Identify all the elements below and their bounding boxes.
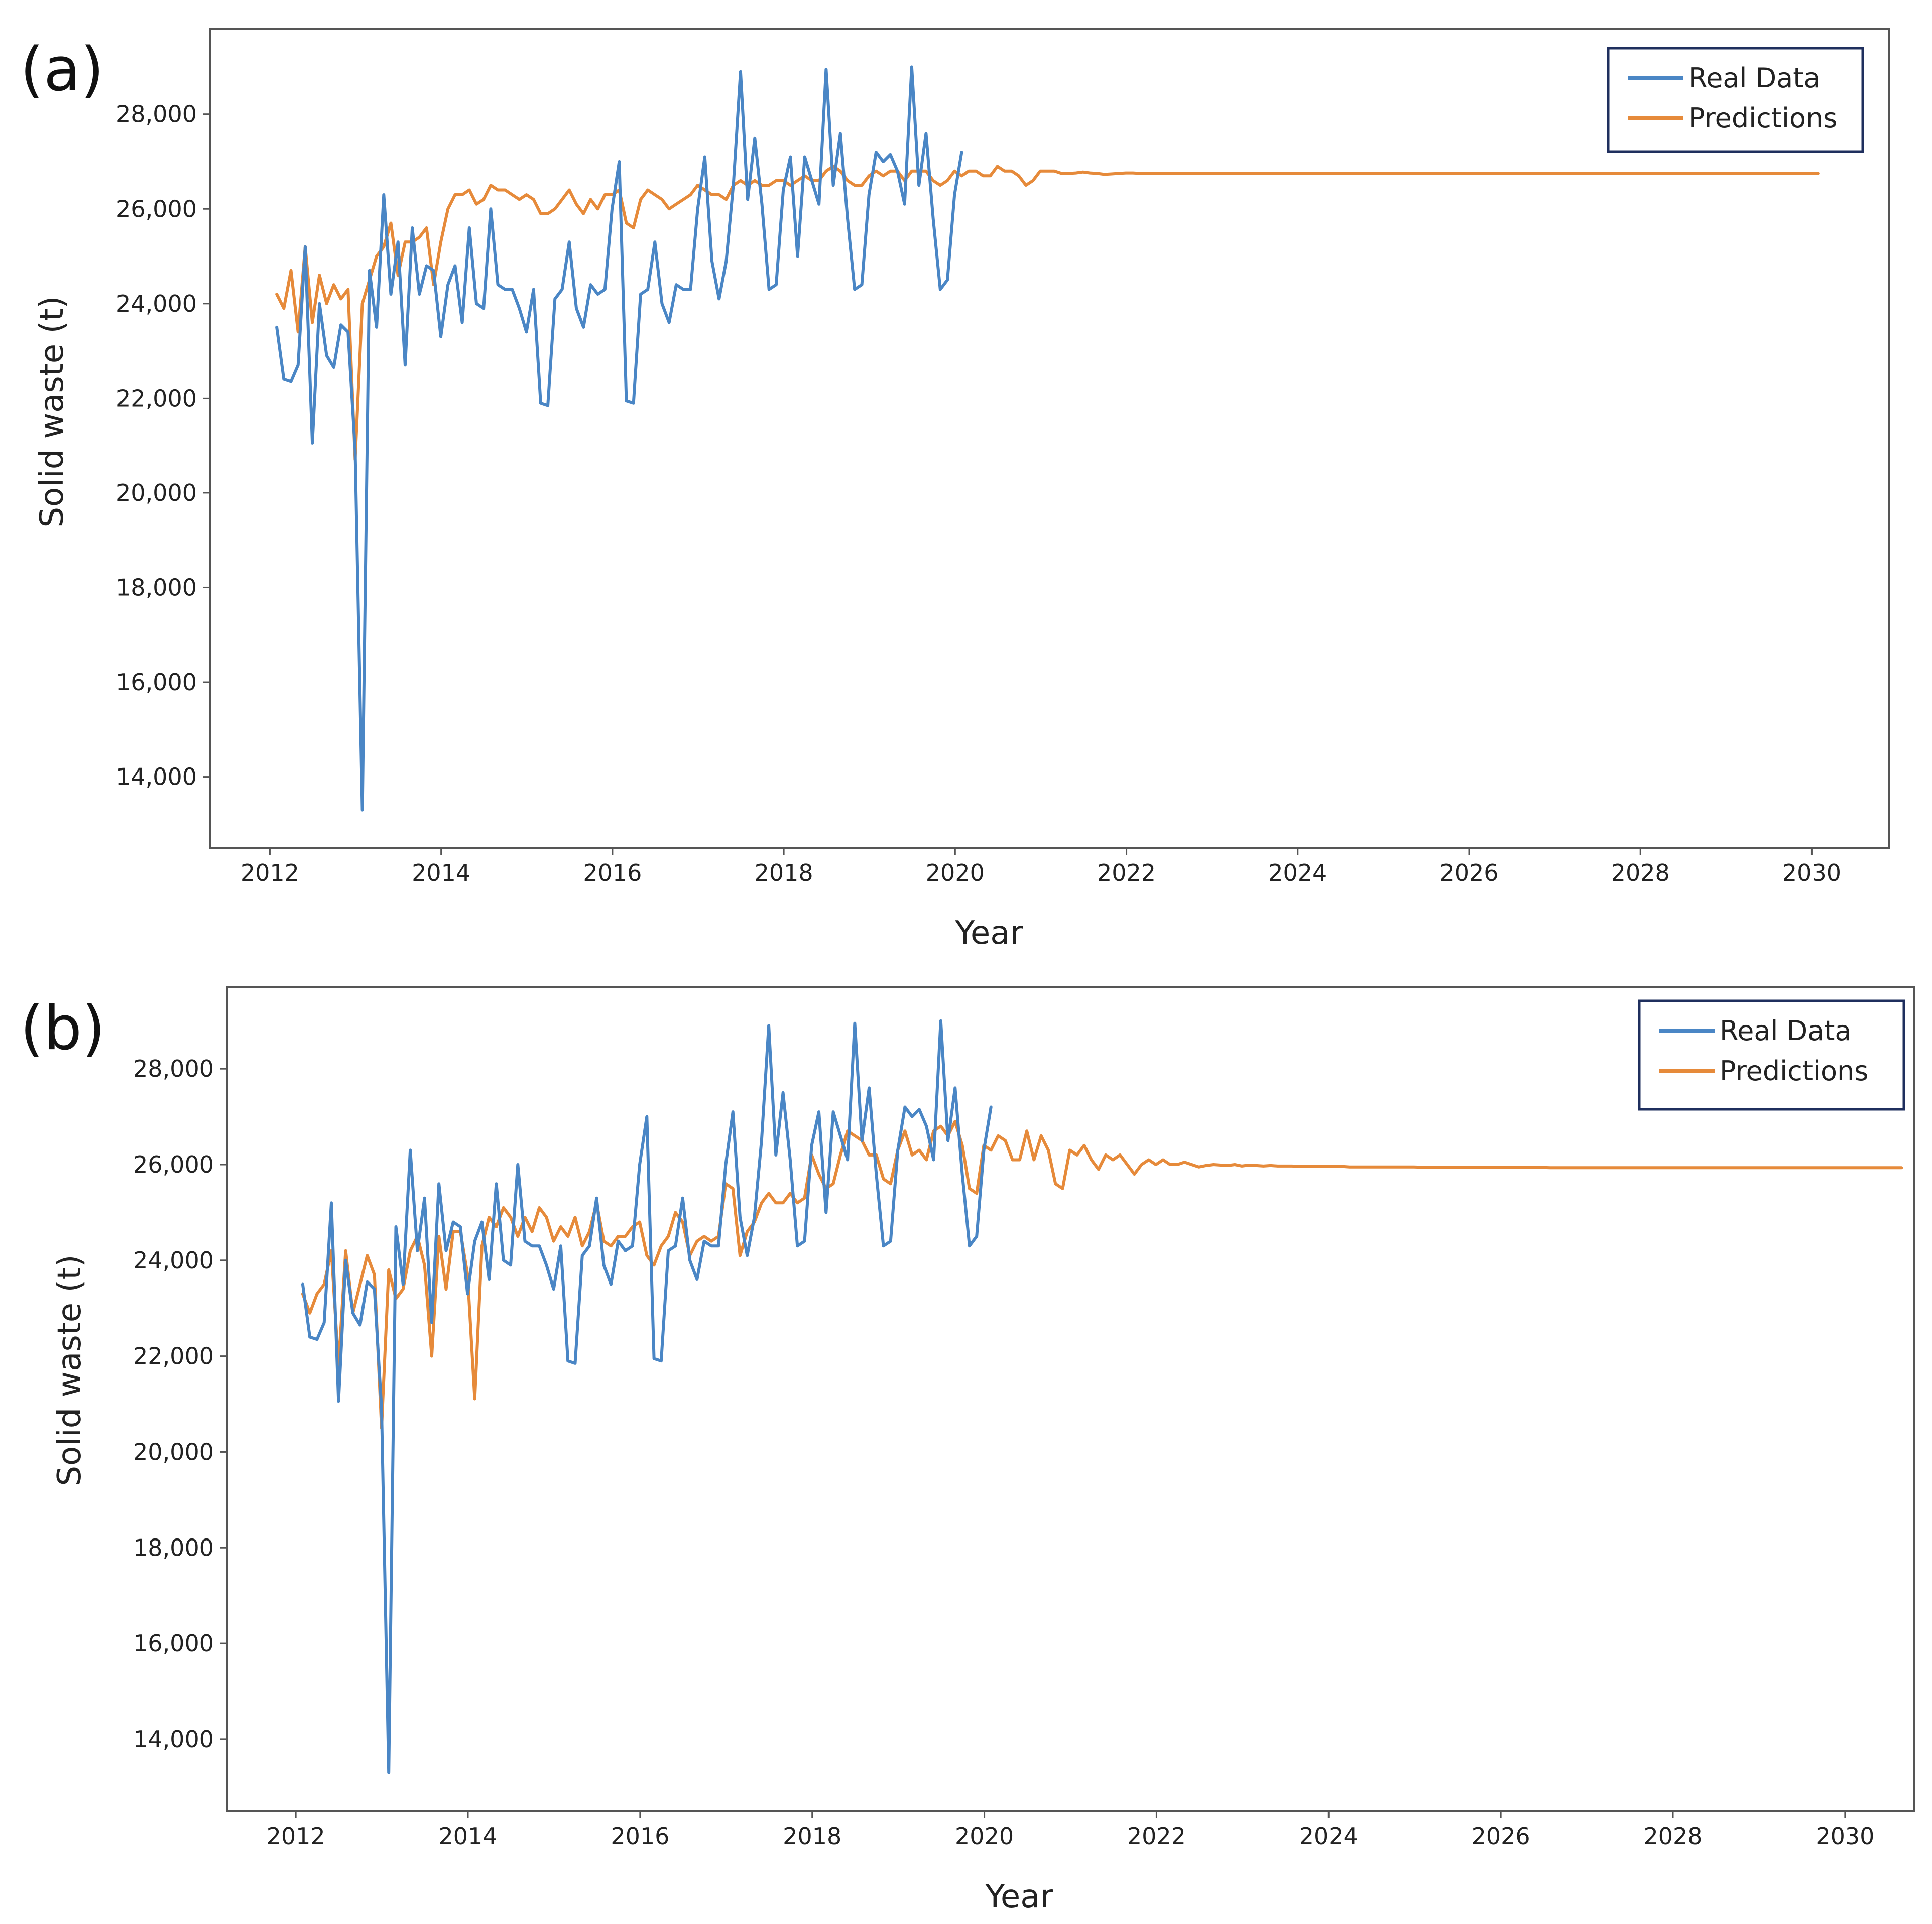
- x-tick-label: 2018: [755, 859, 813, 886]
- x-tick-label: 2020: [955, 1823, 1014, 1850]
- x-tick-label: 2022: [1097, 859, 1156, 886]
- series-real-data-line: [301, 1019, 993, 1774]
- legend-entry-label: Real Data: [1688, 62, 1821, 94]
- x-tick-label: 2022: [1127, 1823, 1186, 1850]
- x-tick-label: 2026: [1472, 1823, 1530, 1850]
- legend-entry-label: Predictions: [1688, 102, 1837, 134]
- x-axis-label: Year: [954, 915, 1023, 952]
- y-tick-label: 22,000: [133, 1343, 214, 1370]
- series-predictions-line: [275, 165, 1820, 461]
- y-tick-label: 20,000: [116, 479, 197, 506]
- x-tick-label: 2016: [611, 1823, 669, 1850]
- x-axis-label: Year: [985, 1878, 1053, 1915]
- legend-entry-label: Real Data: [1720, 1015, 1852, 1047]
- series-predictions-line: [301, 1120, 1903, 1430]
- x-tick-label: 2026: [1439, 859, 1498, 886]
- x-tick-label: 2014: [412, 859, 470, 886]
- panel-label: (a): [20, 35, 104, 105]
- panel-a: (a) 14,000 16,000 18,000 20,000 22,000 24,000 2…: [20, 28, 1890, 952]
- plot-frame: [226, 986, 1915, 1812]
- y-tick-label: 24,000: [133, 1247, 214, 1274]
- y-tick-label: 26,000: [116, 195, 197, 222]
- legend-box: [1607, 47, 1864, 153]
- x-tick-label: 2018: [783, 1823, 841, 1850]
- y-tick-label: 20,000: [133, 1438, 214, 1465]
- x-tick-label: 2014: [438, 1823, 497, 1850]
- x-tick-label: 2012: [267, 1823, 325, 1850]
- panel-label: (b): [20, 994, 105, 1064]
- legend: Real Data Predictions: [1607, 47, 1864, 153]
- x-tick-label: 2020: [926, 859, 985, 886]
- legend: Real Data Predictions: [1638, 999, 1905, 1111]
- y-tick-label: 14,000: [116, 763, 197, 791]
- y-tick-label: 26,000: [133, 1151, 214, 1178]
- x-tick-label: 2012: [240, 859, 299, 886]
- y-tick-label: 14,000: [133, 1726, 214, 1753]
- legend-entry-label: Predictions: [1720, 1055, 1868, 1087]
- series-real-data-line: [275, 65, 963, 812]
- x-tick-label: 2028: [1643, 1823, 1702, 1850]
- y-tick-label: 18,000: [116, 574, 197, 601]
- x-tick-label: 2016: [583, 859, 642, 886]
- y-tick-label: 22,000: [116, 384, 197, 412]
- y-tick-label: 16,000: [116, 669, 197, 696]
- y-axis-label: Solid waste (t): [51, 1254, 88, 1486]
- x-tick-label: 2024: [1268, 859, 1327, 886]
- y-tick-label: 24,000: [116, 290, 197, 317]
- y-tick-label: 28,000: [133, 1055, 214, 1082]
- x-tick-label: 2024: [1299, 1823, 1358, 1850]
- x-tick-label: 2028: [1611, 859, 1670, 886]
- x-tick-label: 2030: [1782, 859, 1841, 886]
- legend-box: [1638, 999, 1905, 1111]
- plot-frame: [209, 28, 1890, 849]
- panel-b: (b) 14,000 16,000 18,000 20,000 22,000 24,000 2…: [20, 986, 1915, 1915]
- y-tick-label: 16,000: [133, 1630, 214, 1657]
- y-tick-label: 28,000: [116, 101, 197, 128]
- x-tick-label: 2030: [1816, 1823, 1874, 1850]
- y-tick-label: 18,000: [133, 1534, 214, 1561]
- y-axis-label: Solid waste (t): [34, 296, 71, 527]
